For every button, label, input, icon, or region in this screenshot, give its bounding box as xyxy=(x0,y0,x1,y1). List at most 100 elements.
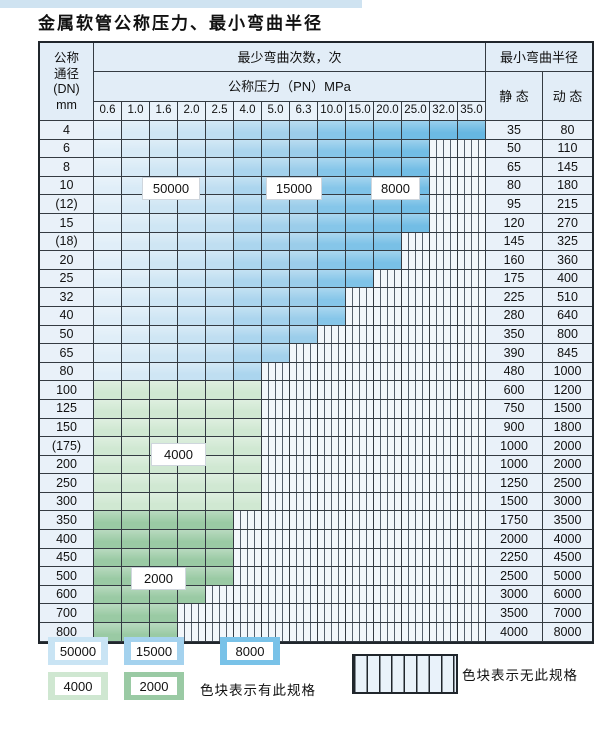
dn-column-header: 公称 通径 (DN) mm xyxy=(40,43,94,121)
spec-unavailable-cell xyxy=(290,455,318,475)
spec-unavailable-cell xyxy=(374,306,402,326)
spec-unavailable-cell xyxy=(318,437,346,456)
spec-available-cell xyxy=(402,121,430,140)
spec-available-cell xyxy=(206,213,234,233)
static-radius-cell: 390 xyxy=(486,344,543,363)
spec-unavailable-cell xyxy=(318,325,346,345)
spec-available-cell xyxy=(122,623,150,642)
static-radius-cell: 95 xyxy=(486,195,543,214)
spec-available-cell xyxy=(122,399,150,419)
spec-unavailable-cell xyxy=(430,567,458,586)
spec-unavailable-cell xyxy=(430,585,458,605)
pressure-col-header: 6.3 xyxy=(290,102,318,121)
spec-unavailable-cell xyxy=(458,381,486,400)
spec-available-cell xyxy=(206,381,234,400)
static-radius-cell: 1750 xyxy=(486,511,543,531)
spec-unavailable-cell xyxy=(458,362,486,382)
dn-header-line: 公称 xyxy=(53,51,79,65)
spec-available-cell xyxy=(178,158,206,177)
spec-unavailable-cell xyxy=(262,399,290,419)
dynamic-radius-cell: 2000 xyxy=(543,455,592,475)
bend-count-label: 50000 xyxy=(142,177,200,200)
dynamic-radius-cell: 1200 xyxy=(543,381,592,400)
spec-unavailable-cell xyxy=(430,232,458,252)
spec-available-cell xyxy=(122,474,150,493)
spec-available-cell xyxy=(178,474,206,493)
spec-unavailable-cell xyxy=(402,381,430,400)
dn-cell: (12) xyxy=(40,195,94,214)
spec-unavailable-cell xyxy=(458,251,486,270)
spec-available-cell xyxy=(290,121,318,140)
dn-cell: 300 xyxy=(40,492,94,512)
spec-available-cell xyxy=(262,306,290,326)
spec-available-cell xyxy=(206,455,234,475)
spec-unavailable-cell xyxy=(206,604,234,624)
spec-available-cell xyxy=(346,195,374,214)
dn-header-line: mm xyxy=(56,97,77,112)
spec-unavailable-cell xyxy=(290,585,318,605)
spec-unavailable-cell xyxy=(178,604,206,624)
spec-available-cell xyxy=(290,306,318,326)
spec-available-cell xyxy=(234,492,262,512)
spec-unavailable-cell xyxy=(290,530,318,549)
spec-unavailable-cell xyxy=(402,530,430,549)
spec-available-cell xyxy=(94,306,122,326)
spec-unavailable-cell xyxy=(374,511,402,531)
spec-unavailable-cell xyxy=(262,362,290,382)
spec-available-cell xyxy=(122,548,150,568)
dynamic-radius-cell: 8000 xyxy=(543,623,592,642)
spec-available-cell xyxy=(234,455,262,475)
spec-unavailable-cell xyxy=(290,474,318,493)
spec-available-cell xyxy=(374,195,402,214)
spec-unavailable-cell xyxy=(374,269,402,289)
spec-available-cell xyxy=(178,251,206,270)
dn-cell: 125 xyxy=(40,399,94,419)
spec-available-cell xyxy=(94,121,122,140)
spec-unavailable-cell xyxy=(346,548,374,568)
spec-unavailable-cell xyxy=(262,492,290,512)
spec-available-cell xyxy=(234,306,262,326)
spec-available-cell xyxy=(178,399,206,419)
static-radius-cell: 480 xyxy=(486,362,543,382)
dn-cell: 8 xyxy=(40,158,94,177)
spec-available-cell xyxy=(178,418,206,438)
spec-available-cell xyxy=(206,139,234,159)
spec-unavailable-cell xyxy=(262,455,290,475)
spec-unavailable-cell xyxy=(430,437,458,456)
spec-unavailable-cell xyxy=(458,437,486,456)
spec-unavailable-cell xyxy=(318,604,346,624)
spec-available-cell xyxy=(150,306,178,326)
spec-available-cell xyxy=(262,251,290,270)
spec-unavailable-cell xyxy=(290,381,318,400)
static-radius-cell: 4000 xyxy=(486,623,543,642)
spec-unavailable-cell xyxy=(346,399,374,419)
spec-available-cell xyxy=(234,158,262,177)
static-radius-cell: 900 xyxy=(486,418,543,438)
pressure-col-header: 0.6 xyxy=(94,102,122,121)
dn-cell: 150 xyxy=(40,418,94,438)
spec-available-cell xyxy=(318,158,346,177)
spec-unavailable-cell xyxy=(402,511,430,531)
spec-unavailable-cell xyxy=(374,474,402,493)
dn-cell: 25 xyxy=(40,269,94,289)
spec-available-cell xyxy=(374,232,402,252)
spec-available-cell xyxy=(262,325,290,345)
spec-available-cell xyxy=(94,344,122,363)
spec-available-cell xyxy=(178,362,206,382)
spec-unavailable-cell xyxy=(290,418,318,438)
spec-available-cell xyxy=(122,213,150,233)
spec-available-cell xyxy=(122,121,150,140)
spec-available-cell xyxy=(206,195,234,214)
spec-available-cell xyxy=(234,325,262,345)
spec-available-cell xyxy=(346,251,374,270)
spec-available-cell xyxy=(206,251,234,270)
spec-unavailable-cell xyxy=(318,418,346,438)
spec-unavailable-cell xyxy=(430,474,458,493)
spec-available-cell xyxy=(94,548,122,568)
spec-unavailable-cell xyxy=(318,474,346,493)
spec-unavailable-cell xyxy=(402,548,430,568)
spec-available-cell xyxy=(206,325,234,345)
spec-available-cell xyxy=(122,232,150,252)
spec-available-cell xyxy=(206,437,234,456)
static-radius-cell: 225 xyxy=(486,288,543,307)
